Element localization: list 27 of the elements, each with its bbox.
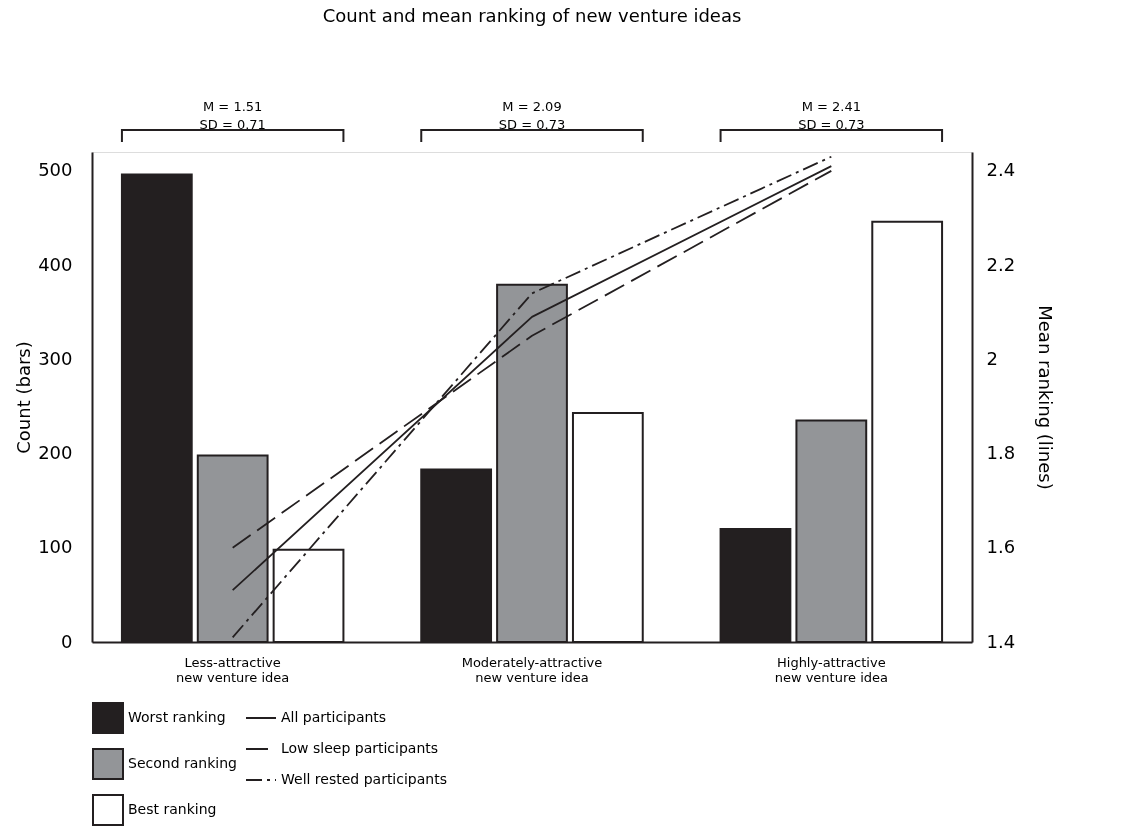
legend-label: Best ranking <box>128 801 217 817</box>
y2-tick-label: 2.2 <box>986 253 1016 275</box>
y-tick-label: 100 <box>38 536 73 558</box>
y2-tick-label: 2.4 <box>986 159 1016 181</box>
chart-title: Count and mean ranking of new venture ideas <box>322 5 742 26</box>
y2-tick-label: 1.6 <box>986 536 1016 558</box>
legend-label: Low sleep participants <box>281 740 439 756</box>
legend-label: Second ranking <box>128 755 237 771</box>
y-axis-title: Count (bars) <box>13 341 35 454</box>
y2-tick-label: 1.8 <box>986 442 1016 464</box>
y-tick-label: 0 <box>61 630 73 652</box>
text: M = 2.09 SD = 0.73 <box>498 99 566 132</box>
legend-label: Worst ranking <box>128 709 226 725</box>
y-tick-label: 300 <box>38 347 73 369</box>
x-tick-label: Moderately-attractive new venture idea <box>461 654 603 685</box>
text: M = 1.51 SD = 0.71 <box>199 99 266 132</box>
y2-axis-title: Mean ranking (lines) <box>1035 305 1057 490</box>
x-tick-label: Highly-attractive new venture idea <box>774 654 888 685</box>
y2-tick-label: 1.4 <box>986 630 1016 652</box>
x-tick-label: Less-attractive new venture idea <box>176 654 290 685</box>
y-tick-label: 200 <box>38 442 73 464</box>
legend-label: Well rested participants <box>281 771 447 787</box>
y2-tick-label: 2 <box>986 347 998 369</box>
text: M = 2.41 SD = 0.73 <box>798 99 865 132</box>
y-tick-label: 400 <box>38 253 73 275</box>
legend-label: All participants <box>281 709 387 725</box>
y-tick-label: 500 <box>38 159 73 181</box>
